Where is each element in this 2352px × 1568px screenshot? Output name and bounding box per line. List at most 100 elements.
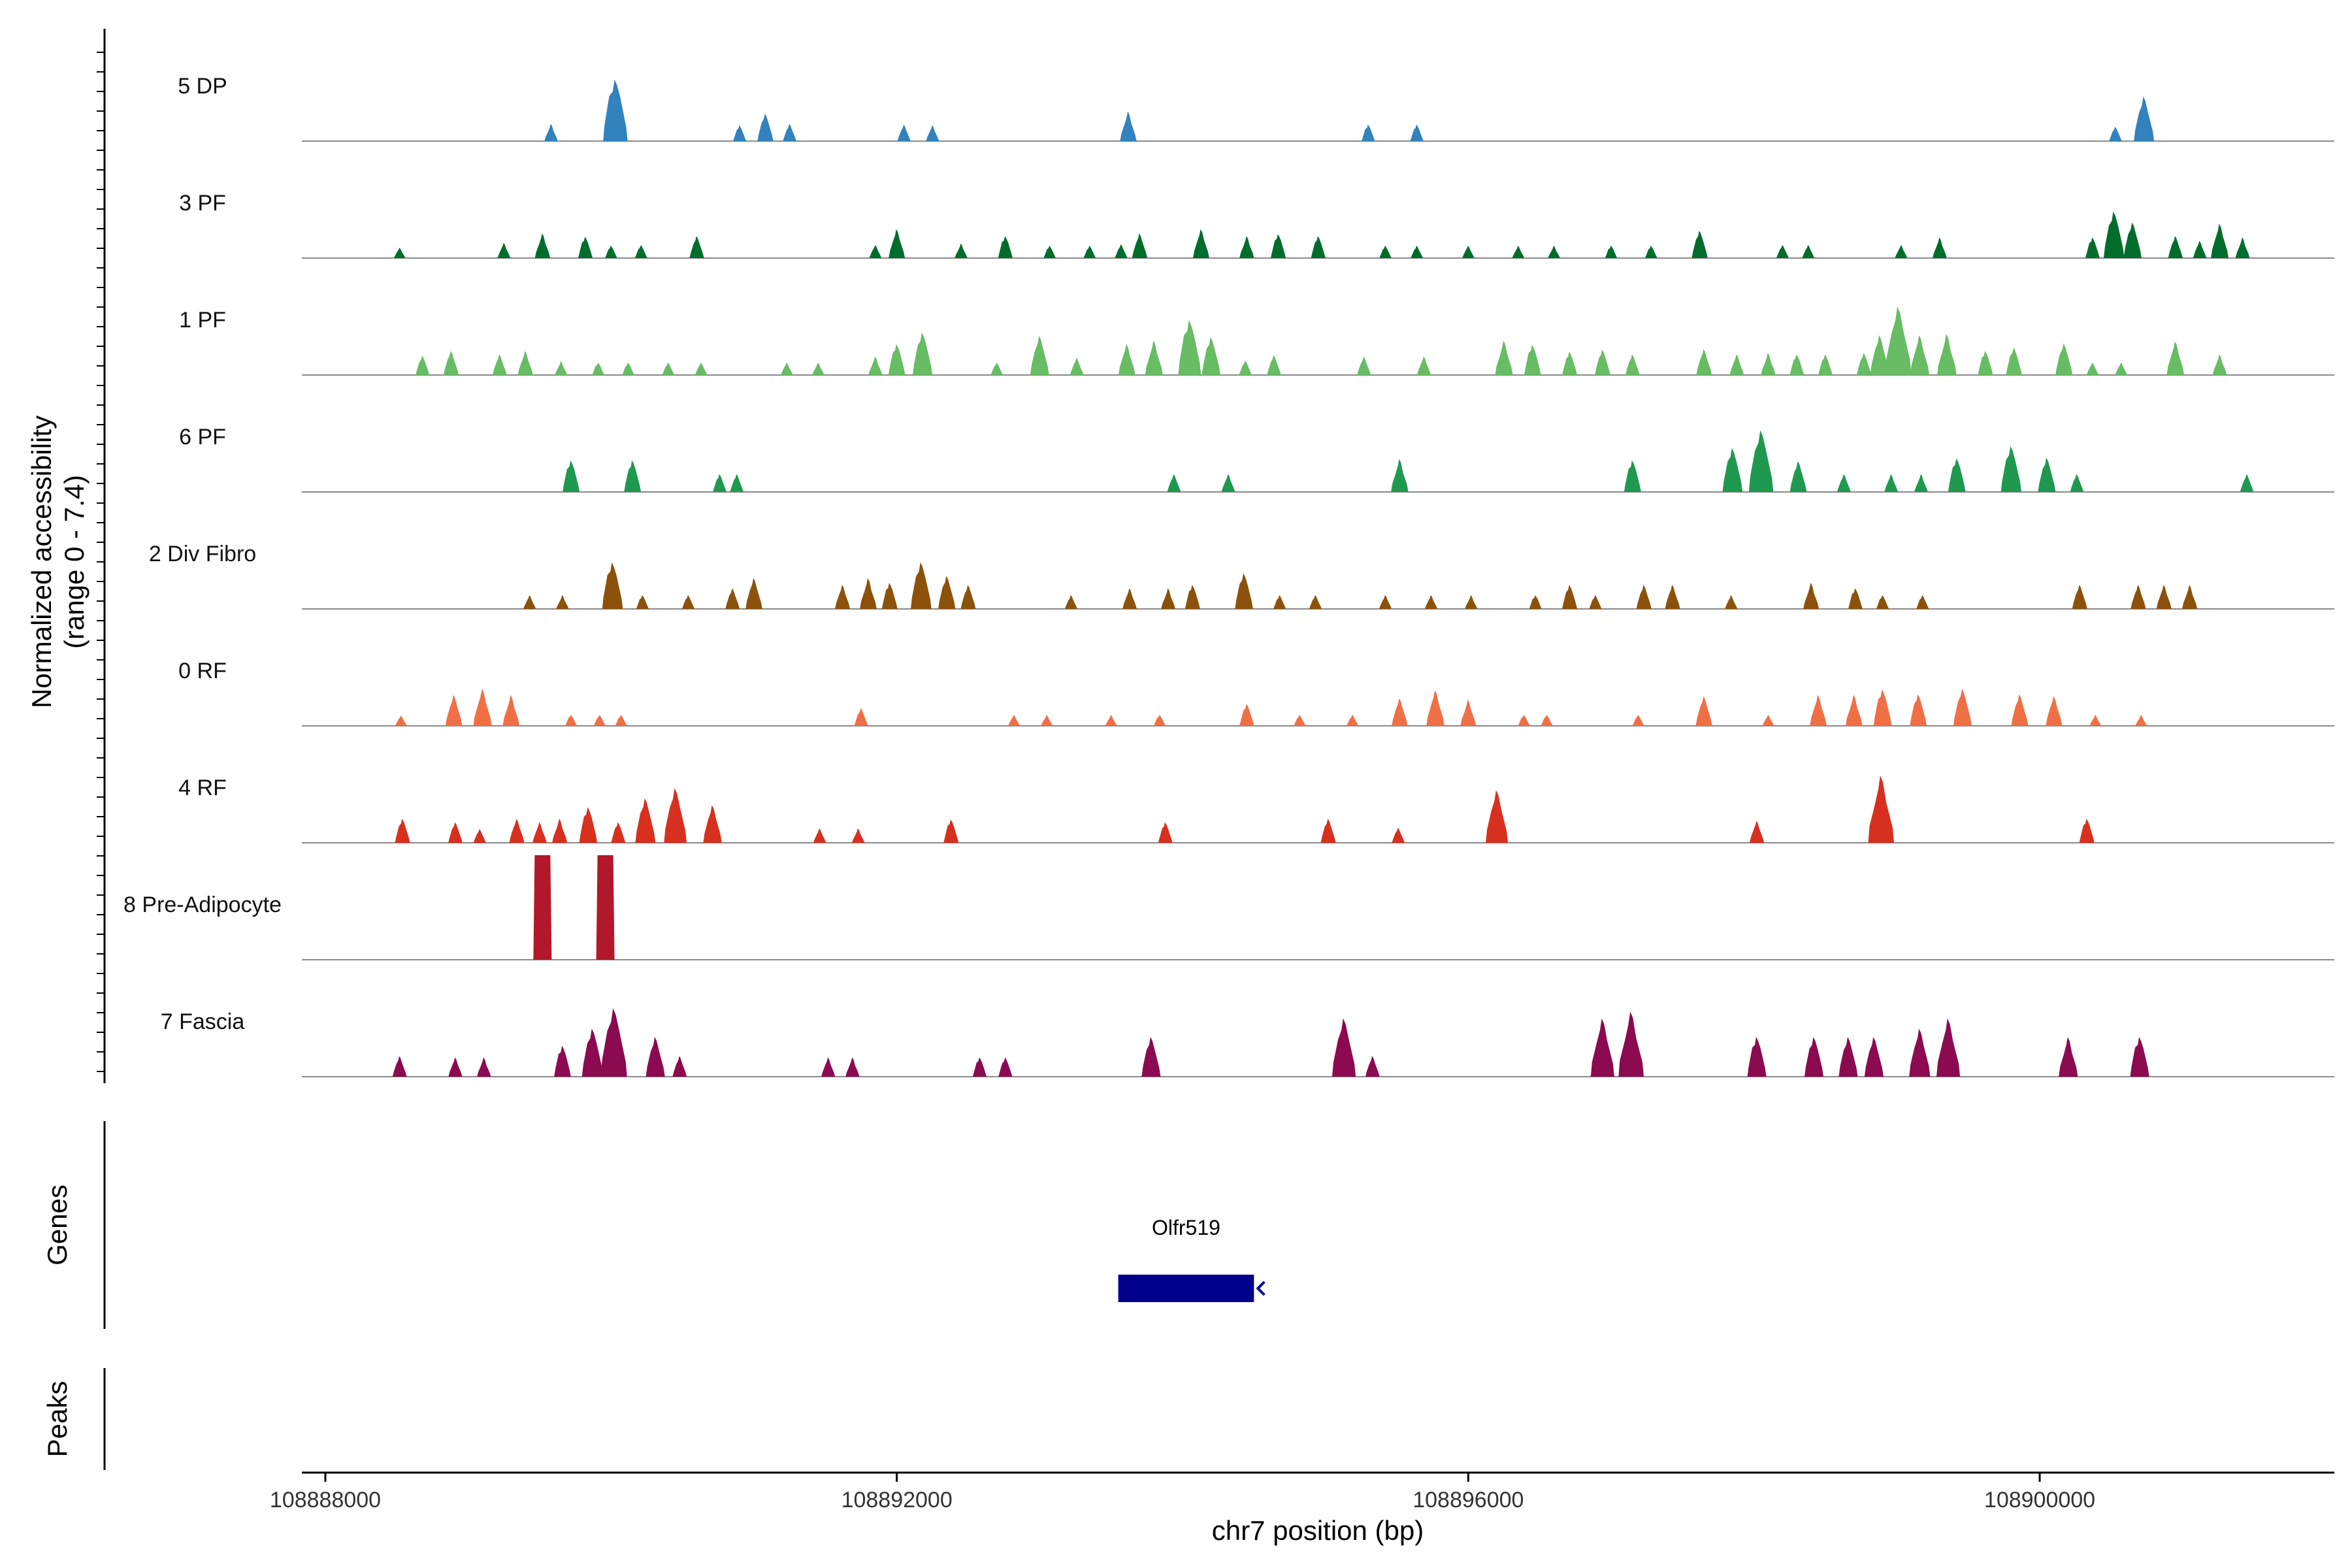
coverage-peak (1937, 334, 1957, 375)
coverage-peak (395, 715, 407, 726)
coverage-peak (1838, 1037, 1858, 1077)
coverage-peak (1618, 1011, 1644, 1077)
coverage-tracks: 5 DP 3 PF 1 PF 6 PF 2 Div Fibro 0 RF 4 RF 8 Pre… (123, 74, 2334, 1077)
track-label: 3 PF (179, 191, 226, 216)
coverage-peak (448, 1057, 463, 1077)
coverage-peak (534, 233, 551, 258)
coverage-peak (1909, 1028, 1931, 1077)
coverage-peak (1064, 595, 1077, 609)
coverage-peak (2011, 694, 2029, 726)
coverage-peak (645, 1037, 665, 1077)
coverage-peak (913, 332, 933, 375)
coverage-peak (689, 236, 704, 258)
coverage-peak (1810, 694, 1827, 726)
coverage-peak (1153, 715, 1166, 726)
coverage-peak (600, 1008, 627, 1077)
coverage-peak (1235, 573, 1253, 609)
coverage-peak (473, 689, 492, 726)
coverage-peak (694, 363, 708, 375)
coverage-peak (1729, 354, 1744, 375)
coverage-peak (592, 363, 604, 375)
coverage-peak (2235, 237, 2250, 258)
track-4-rf: 4 RF (178, 776, 2334, 843)
coverage-peak (552, 819, 568, 843)
coverage-peak (990, 363, 1004, 375)
coverage-peak (1518, 715, 1530, 726)
coverage-peak (1391, 459, 1409, 492)
coverage-peak (1761, 353, 1776, 375)
coverage-peak (636, 595, 649, 609)
coverage-peak (611, 822, 626, 843)
coverage-peak (602, 562, 623, 609)
coverage-peak (672, 1056, 687, 1077)
coverage-peak (2115, 363, 2127, 375)
coverage-peak (517, 351, 533, 375)
coverage-peak (1632, 715, 1644, 726)
coverage-peak (1916, 595, 1929, 609)
coverage-peak (1873, 689, 1892, 726)
coverage-peak (2182, 585, 2198, 609)
coverage-peak (1357, 356, 1371, 375)
coverage-peak (624, 460, 642, 492)
coverage-peak (911, 562, 932, 609)
coverage-peak (1748, 430, 1774, 492)
coverage-peak (523, 595, 536, 609)
coverage-peak (2070, 474, 2084, 492)
coverage-peak (1722, 448, 1743, 492)
track-label: 0 RF (178, 659, 227, 683)
coverage-peak (1267, 355, 1281, 375)
coverage-peak (1910, 335, 1929, 375)
coverage-peak (2123, 222, 2142, 258)
coverage-peak (1590, 1018, 1614, 1077)
coverage-peak (1239, 236, 1254, 258)
x-axis-ticks: 108888000 108892000 108896000 108900000 (270, 1473, 2095, 1512)
coverage-peak (1007, 715, 1021, 726)
peaks-panel-title: Peaks (42, 1381, 73, 1458)
coverage-peak (1876, 595, 1889, 609)
coverage-peak (395, 819, 410, 843)
coverage-peak (835, 585, 851, 609)
coverage-peak (1605, 246, 1618, 258)
coverage-peak (926, 125, 939, 141)
coverage-peak (889, 229, 906, 258)
coverage-peak (781, 363, 793, 375)
coverage-peak (1273, 595, 1286, 609)
coverage-peak (502, 694, 520, 726)
coverage-peak (1914, 474, 1928, 492)
coverage-peak (1953, 689, 1972, 726)
coverage-peak (1460, 700, 1477, 726)
coverage-peak (1762, 715, 1774, 726)
coverage-peak (662, 363, 675, 375)
coverage-peak (1167, 474, 1181, 492)
coverage-y-ticks (97, 52, 105, 1072)
coverage-peak (664, 788, 687, 843)
coverage-peak (955, 243, 968, 258)
coverage-peak (1332, 1018, 1356, 1077)
coverage-peak (703, 805, 722, 843)
coverage-peak (1462, 246, 1475, 258)
coverage-peak (635, 798, 656, 843)
coverage-peak (2130, 1037, 2149, 1077)
coverage-peak (972, 1057, 987, 1077)
coverage-peak (783, 123, 796, 141)
coverage-peak (1776, 245, 1789, 258)
coverage-peak (757, 114, 774, 141)
coverage-peak (2211, 223, 2229, 258)
coverage-peak (2168, 236, 2183, 258)
coverage-peak (1379, 595, 1392, 609)
coverage-peak (622, 363, 634, 375)
coverage-peak (897, 124, 911, 141)
coverage-peak (1411, 246, 1423, 258)
coverage-peak (509, 819, 525, 843)
coverage-peak (596, 855, 615, 960)
coverage-peak (392, 1056, 407, 1077)
coverage-peak (1789, 461, 1807, 492)
coverage-peak (851, 828, 865, 843)
coverage-peak (1201, 337, 1220, 375)
coverage-peak (1145, 340, 1163, 375)
coverage-peak (565, 715, 578, 726)
track-label: 6 PF (179, 425, 226, 449)
coverage-peak (1347, 715, 1359, 726)
coverage-peak (2134, 96, 2155, 141)
